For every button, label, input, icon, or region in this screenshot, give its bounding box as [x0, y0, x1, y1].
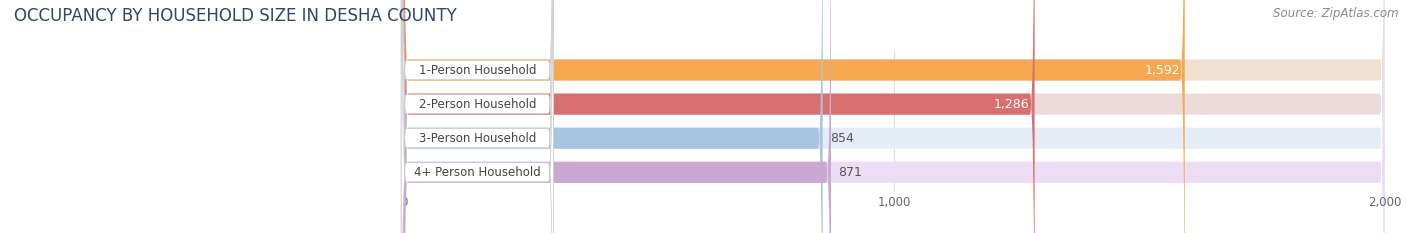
Text: 3-Person Household: 3-Person Household	[419, 132, 536, 145]
FancyBboxPatch shape	[401, 0, 554, 233]
FancyBboxPatch shape	[401, 0, 554, 233]
Text: OCCUPANCY BY HOUSEHOLD SIZE IN DESHA COUNTY: OCCUPANCY BY HOUSEHOLD SIZE IN DESHA COU…	[14, 7, 457, 25]
FancyBboxPatch shape	[404, 0, 1035, 233]
Text: 871: 871	[838, 166, 862, 179]
FancyBboxPatch shape	[404, 0, 831, 233]
Text: 1,592: 1,592	[1144, 64, 1180, 76]
Text: 854: 854	[830, 132, 853, 145]
FancyBboxPatch shape	[404, 0, 823, 233]
FancyBboxPatch shape	[401, 0, 554, 233]
Text: Source: ZipAtlas.com: Source: ZipAtlas.com	[1274, 7, 1399, 20]
Text: 2-Person Household: 2-Person Household	[419, 98, 536, 111]
FancyBboxPatch shape	[404, 0, 1185, 233]
Text: 1,286: 1,286	[994, 98, 1029, 111]
FancyBboxPatch shape	[404, 0, 1385, 233]
FancyBboxPatch shape	[401, 0, 554, 233]
Text: 4+ Person Household: 4+ Person Household	[413, 166, 541, 179]
FancyBboxPatch shape	[404, 0, 1385, 233]
Text: 1-Person Household: 1-Person Household	[419, 64, 536, 76]
FancyBboxPatch shape	[404, 0, 1385, 233]
FancyBboxPatch shape	[404, 0, 1385, 233]
